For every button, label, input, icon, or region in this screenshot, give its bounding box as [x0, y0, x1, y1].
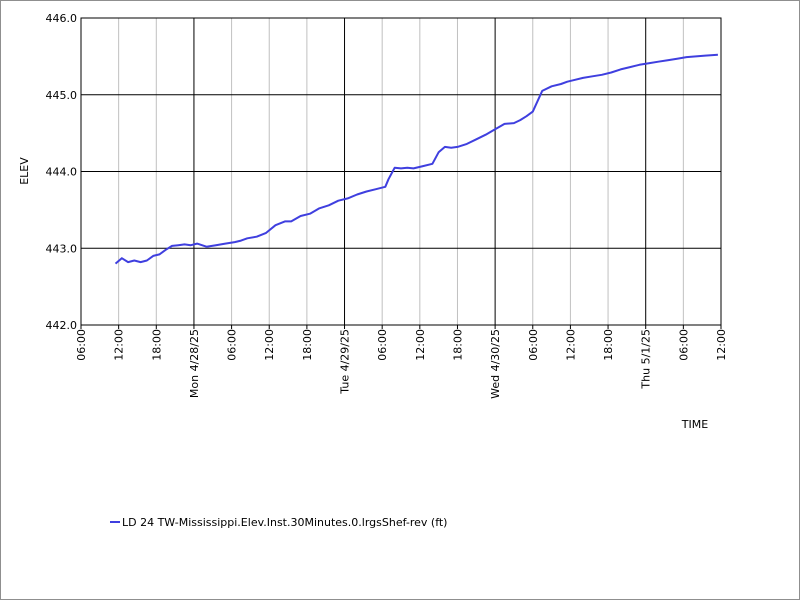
series-line: [114, 53, 718, 265]
x-tick-label: 18:00: [301, 329, 314, 361]
x-tick-label: 18:00: [150, 329, 163, 361]
x-tick-label: 06:00: [226, 329, 239, 361]
x-tick-label: Mon 4/28/25: [188, 329, 201, 398]
x-tick-label: 12:00: [715, 329, 728, 361]
y-axis-ticks: 442.0 443.0 444.0 445.0 446.0: [46, 12, 78, 332]
y-tick-label: 442.0: [46, 319, 78, 332]
x-axis-label: TIME: [681, 418, 708, 431]
x-tick-label: Tue 4/29/25: [339, 329, 352, 395]
y-axis-label: ELEV: [18, 157, 31, 185]
x-tick-label: 12:00: [564, 329, 577, 361]
x-tick-label: 12:00: [263, 329, 276, 361]
legend-label: LD 24 TW-Mississippi.Elev.Inst.30Minutes…: [122, 516, 447, 529]
x-axis-ticks: 06:00 12:00 18:00 Mon 4/28/25 06:00 12:00 18:0…: [75, 325, 728, 399]
x-tick-label: 12:00: [113, 329, 126, 361]
x-tick-label: 06:00: [75, 329, 88, 361]
x-tick-label: Wed 4/30/25: [489, 329, 502, 399]
x-tick-label: 18:00: [602, 329, 615, 361]
legend: LD 24 TW-Mississippi.Elev.Inst.30Minutes…: [110, 516, 447, 529]
y-tick-label: 445.0: [46, 89, 78, 102]
y-tick-label: 443.0: [46, 242, 78, 255]
x-tick-label: 06:00: [527, 329, 540, 361]
y-tick-label: 446.0: [46, 12, 78, 25]
x-tick-label: 18:00: [451, 329, 464, 361]
y-tick-label: 444.0: [46, 166, 78, 179]
x-tick-label: 06:00: [677, 329, 690, 361]
x-tick-label: Thu 5/1/25: [640, 329, 653, 390]
series-layer: [114, 53, 718, 265]
x-tick-label: 12:00: [414, 329, 427, 361]
x-tick-label: 06:00: [376, 329, 389, 361]
plot-border: [80, 17, 722, 326]
